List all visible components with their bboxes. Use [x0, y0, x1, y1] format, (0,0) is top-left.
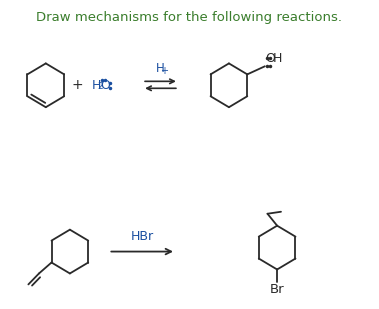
Text: Br: Br	[270, 283, 284, 296]
Text: O: O	[101, 79, 111, 92]
Text: HBr: HBr	[131, 230, 154, 243]
Text: 2: 2	[97, 82, 103, 91]
Text: H: H	[273, 53, 282, 66]
Text: H: H	[92, 79, 102, 92]
Text: O: O	[266, 53, 276, 66]
Text: +: +	[160, 66, 168, 76]
Text: Draw mechanisms for the following reactions.: Draw mechanisms for the following reacti…	[36, 11, 342, 24]
Text: H: H	[156, 62, 165, 75]
Text: +: +	[72, 78, 83, 92]
